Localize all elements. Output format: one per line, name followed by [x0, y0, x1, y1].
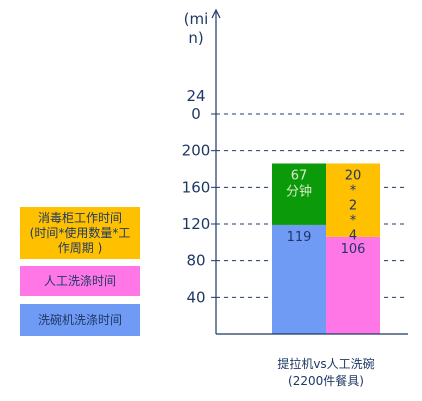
data-label-bar-0-segment-1: 67 分钟 [286, 169, 312, 200]
legend-label-2: 洗碗机洗涤时间 [38, 312, 122, 327]
legend-label-1: 人工洗涤时间 [44, 274, 116, 288]
bar-1-segment-1 [326, 163, 380, 237]
legend-label-0: 消毒柜工作时间(时间*使用数量*工作周期 ) [30, 211, 131, 255]
data-label-bar-1-segment-0: 106 [341, 242, 366, 257]
bar-0-segment-1 [272, 163, 326, 225]
y-axis-unit: (mi n) [184, 10, 209, 47]
y-tick-label-160: 160 [182, 178, 211, 196]
y-axis-unit-label: (mi n) [184, 10, 209, 47]
y-tick-label-200: 200 [182, 142, 211, 160]
y-axis-arrow [211, 8, 221, 19]
y-tick-label-80: 80 [186, 252, 205, 270]
axes [211, 8, 408, 335]
x-category-label-0: 提拉机vs人工洗碗(2200件餐具) [277, 356, 374, 388]
y-tick-label-120: 120 [182, 215, 211, 233]
bar-1-segment-0 [326, 236, 380, 334]
y-tick-label-40: 40 [186, 288, 205, 306]
data-label-bar-1-segment-1: 20 * 2 * 4 [345, 169, 362, 244]
bar-0-segment-0 [272, 224, 326, 334]
legend-swatch-1 [20, 266, 140, 296]
y-tick-labels: 40 80 120 160 200 24 0 [182, 87, 211, 306]
data-label-bar-0-segment-0: 119 [287, 230, 312, 245]
category-labels: 提拉机vs人工洗碗(2200件餐具) [277, 356, 374, 388]
legend-swatch-0 [20, 207, 140, 259]
y-tick-label-240: 24 0 [186, 87, 205, 123]
legend-swatch-2 [20, 304, 140, 336]
